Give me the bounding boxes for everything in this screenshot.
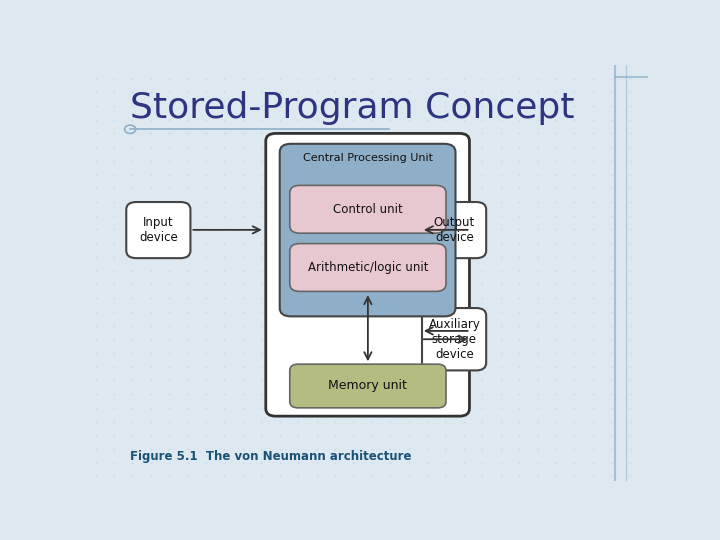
FancyBboxPatch shape <box>289 244 446 292</box>
FancyBboxPatch shape <box>289 185 446 233</box>
Text: Arithmetic/logic unit: Arithmetic/logic unit <box>307 261 428 274</box>
FancyBboxPatch shape <box>289 364 446 408</box>
Text: Input
device: Input device <box>139 216 178 244</box>
Text: Stored-Program Concept: Stored-Program Concept <box>130 91 575 125</box>
FancyBboxPatch shape <box>280 144 456 316</box>
FancyBboxPatch shape <box>266 133 469 416</box>
Text: Auxiliary
storage
device: Auxiliary storage device <box>428 318 480 361</box>
Text: Central Processing Unit: Central Processing Unit <box>303 153 433 163</box>
FancyBboxPatch shape <box>126 202 190 258</box>
FancyBboxPatch shape <box>422 308 486 370</box>
Text: Memory unit: Memory unit <box>328 379 408 392</box>
FancyBboxPatch shape <box>422 202 486 258</box>
Text: Output
device: Output device <box>433 216 475 244</box>
Text: Control unit: Control unit <box>333 202 402 215</box>
Text: Figure 5.1  The von Neumann architecture: Figure 5.1 The von Neumann architecture <box>130 450 412 463</box>
